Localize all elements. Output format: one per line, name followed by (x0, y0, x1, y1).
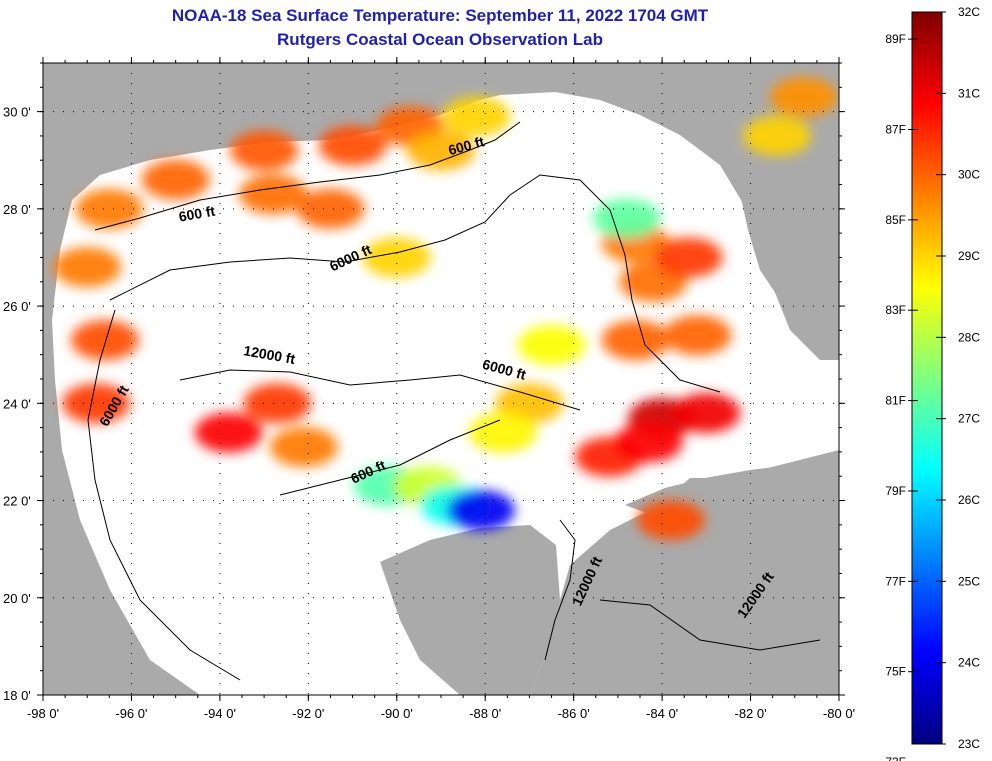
sst-patch (592, 198, 661, 239)
sst-patch (672, 393, 741, 434)
colorbar-labels: 32C 31C 30C 29C 28C 27C 26C 25C 24C 23C 89F 87F 85F 8… (885, 5, 980, 761)
celsius-label: 32C (958, 5, 980, 19)
lon-tick-label: -88 0' (469, 706, 501, 721)
sst-patch (70, 320, 139, 361)
lon-tick-label: -82 0' (734, 706, 766, 721)
sst-patch (446, 490, 515, 531)
fahrenheit-label: 73F (885, 755, 906, 761)
celsius-label: 28C (958, 330, 980, 344)
lon-tick-label: -86 0' (558, 706, 590, 721)
lon-tick-label: -84 0' (646, 706, 678, 721)
fahrenheit-label: 83F (885, 303, 906, 317)
contour-12000ft (179, 369, 581, 411)
fahrenheit-label: 89F (885, 32, 906, 46)
map-subtitle: Rutgers Coastal Ocean Observation Lab (277, 30, 603, 49)
lat-tick-label: 20 0' (3, 591, 31, 606)
fahrenheit-label: 75F (885, 665, 906, 679)
lon-tick-label: -80 0' (823, 706, 855, 721)
celsius-label: 26C (958, 493, 980, 507)
fahrenheit-label: 87F (885, 122, 906, 136)
lon-tick-label: -98 0' (27, 706, 59, 721)
sst-patch (141, 159, 210, 200)
sst-patch (62, 383, 131, 424)
sst-patch (75, 188, 144, 229)
celsius-label: 30C (958, 168, 980, 182)
florida-land (720, 92, 839, 355)
sst-patch (238, 174, 307, 215)
sst-patch (442, 96, 511, 137)
sst-patch (468, 412, 537, 453)
celsius-label: 29C (958, 249, 980, 263)
contour-600ft-north (94, 121, 521, 231)
axis-ticks (37, 57, 845, 701)
lat-tick-label: 18 0' (3, 688, 31, 703)
sst-patch (517, 324, 586, 365)
contour-label: 600 ft (178, 203, 217, 225)
contour-6000ft-west (87, 309, 241, 681)
celsius-label: 23C (958, 737, 980, 751)
bathymetry-contours (87, 121, 821, 681)
fahrenheit-label: 79F (885, 484, 906, 498)
lat-tick-label: 26 0' (3, 299, 31, 314)
contour-600ft-campeche (279, 419, 501, 496)
sst-patch (743, 115, 812, 156)
yucatan-land (380, 525, 560, 695)
map-title: NOAA-18 Sea Surface Temperature: Septemb… (171, 6, 709, 25)
lat-tick-label: 30 0' (3, 105, 31, 120)
sst-patch (407, 130, 475, 171)
fahrenheit-label: 81F (885, 394, 906, 408)
celsius-label: 27C (958, 412, 980, 426)
colorbar-ticks (908, 11, 946, 745)
sst-patch (296, 188, 365, 229)
lon-tick-label: -96 0' (115, 706, 147, 721)
fahrenheit-label: 85F (885, 213, 906, 227)
celsius-label: 31C (958, 86, 980, 100)
fahrenheit-label: 77F (885, 574, 906, 588)
lon-tick-label: -90 0' (381, 706, 413, 721)
contour-yucatan-channel (544, 519, 576, 661)
lon-tick-label: -94 0' (204, 706, 236, 721)
sst-patch (614, 422, 683, 463)
sst-layer (53, 77, 838, 540)
axis-labels: -98 0' -96 0' -94 0' -92 0' -90 0' -88 0' -86 … (3, 105, 855, 721)
lon-tick-label: -92 0' (292, 706, 324, 721)
contour-caribbean (599, 599, 821, 651)
celsius-label: 24C (958, 656, 980, 670)
colorbar (911, 11, 943, 745)
contour-6000ft-north (109, 174, 721, 393)
lat-tick-label: 28 0' (3, 202, 31, 217)
sst-patch (269, 427, 338, 468)
sst-patch (769, 77, 838, 118)
lat-tick-label: 22 0' (3, 494, 31, 509)
sst-patch (654, 237, 723, 278)
sst-patch (636, 499, 705, 540)
sst-patch (53, 247, 122, 288)
sst-patch (230, 130, 299, 171)
lat-tick-label: 24 0' (3, 396, 31, 411)
island-land (700, 513, 720, 527)
sst-patch (194, 412, 263, 453)
sst-patch (601, 320, 670, 361)
sst-patch (318, 125, 387, 166)
celsius-label: 25C (958, 574, 980, 588)
sst-patch (243, 383, 312, 424)
sst-patch (663, 315, 732, 356)
sst-patch (362, 237, 431, 278)
